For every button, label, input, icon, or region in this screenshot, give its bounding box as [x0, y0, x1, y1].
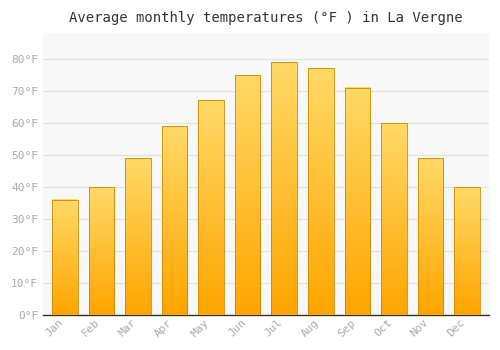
Bar: [418, 158, 443, 315]
Bar: [344, 88, 370, 315]
Title: Average monthly temperatures (°F ) in La Vergne: Average monthly temperatures (°F ) in La…: [69, 11, 462, 25]
Bar: [198, 100, 224, 315]
Bar: [88, 187, 114, 315]
Bar: [125, 158, 151, 315]
Bar: [52, 199, 78, 315]
Bar: [162, 126, 188, 315]
Bar: [454, 187, 480, 315]
Bar: [235, 75, 260, 315]
Bar: [308, 68, 334, 315]
Bar: [272, 62, 297, 315]
Bar: [381, 123, 406, 315]
